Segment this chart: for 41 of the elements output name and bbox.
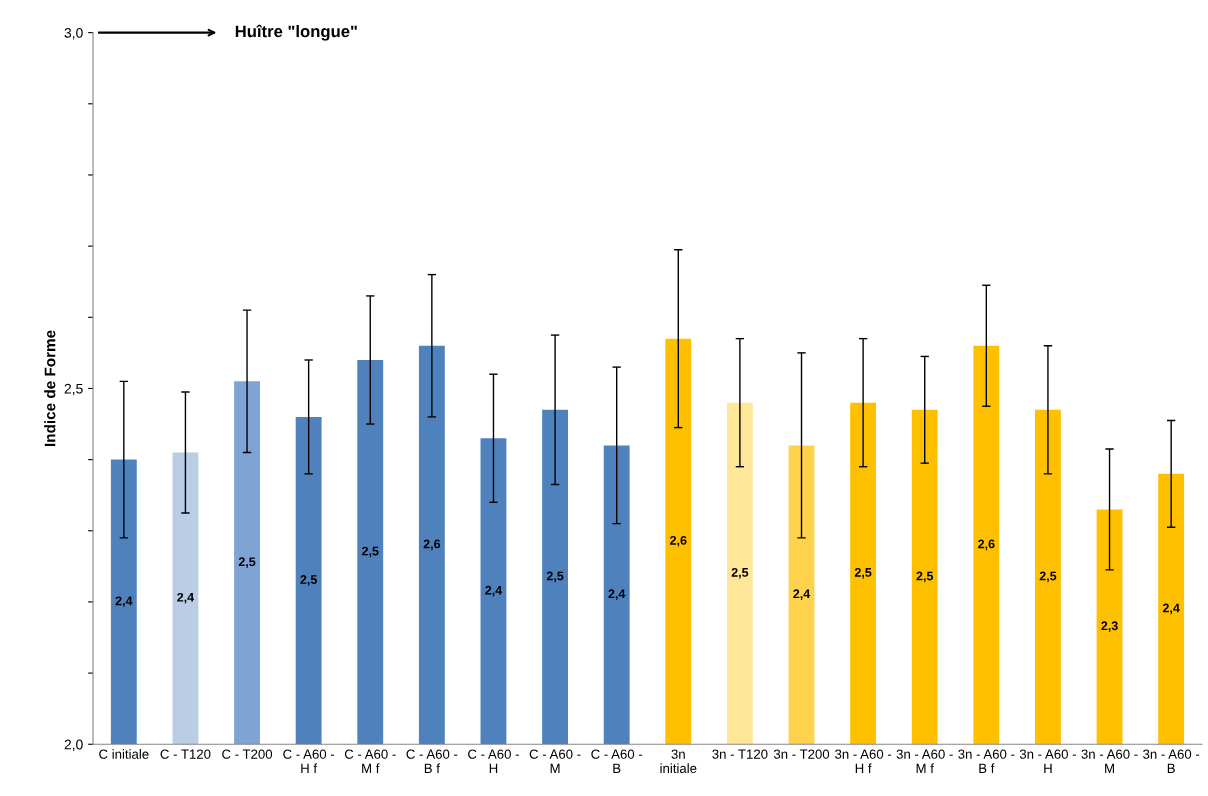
data-label: 2,3 [1101,621,1118,633]
y-axis-title: Indice de Forme [44,330,56,446]
x-tick-label: C - T200 [222,749,273,759]
x-tick-label: C - A60 - M f [344,749,396,773]
data-label: 2,4 [485,585,503,597]
x-tick-label: 3n - T120 [712,749,768,759]
data-label: 2,5 [546,571,564,583]
data-label: 2,4 [793,589,811,600]
data-label: 2,4 [177,592,195,604]
data-label: 2,6 [670,535,687,547]
x-tick-label: C - A60 - H [468,749,519,773]
x-tick-label: C - A60 - H f [283,749,335,773]
x-tick-label: 3n - A60 - B f [958,749,1015,773]
y-tick-label: 2,5 [64,383,83,396]
data-label: 2,6 [978,539,995,551]
data-label: 2,4 [115,596,133,608]
data-label: 2,5 [731,567,749,579]
data-label: 2,5 [1039,571,1057,583]
y-tick-label: 3,0 [64,27,83,40]
data-label: 2,4 [1162,603,1180,615]
data-label: 2,5 [238,557,256,568]
annotation: Huître "longue" [235,24,357,41]
x-tick-label: C - T120 [160,749,211,759]
data-label: 2,5 [916,571,934,583]
data-label: 2,4 [608,589,626,600]
data-label: 2,6 [423,539,441,551]
x-tick-label: C initiale [99,749,149,759]
x-tick-label: 3n initiale [660,749,697,774]
data-label: 2,5 [362,546,379,558]
data-label: 2,5 [300,575,317,586]
data-label: 2,5 [854,567,872,579]
x-tick-label: 3n - A60 - M f [896,749,953,773]
x-tick-label: C - A60 - M [529,749,581,773]
x-tick-label: 3n - A60 - B [1143,749,1200,773]
x-tick-label: 3n - A60 - M [1081,749,1138,773]
x-tick-label: C - A60 - B f [406,749,458,773]
x-tick-label: 3n - T200 [773,749,830,759]
x-tick-label: 3n - A60 - H [1019,749,1076,773]
y-tick-label: 2,0 [64,739,83,752]
x-tick-label: C - A60 - B [591,749,643,773]
x-tick-label: 3n - A60 - H f [835,749,892,773]
